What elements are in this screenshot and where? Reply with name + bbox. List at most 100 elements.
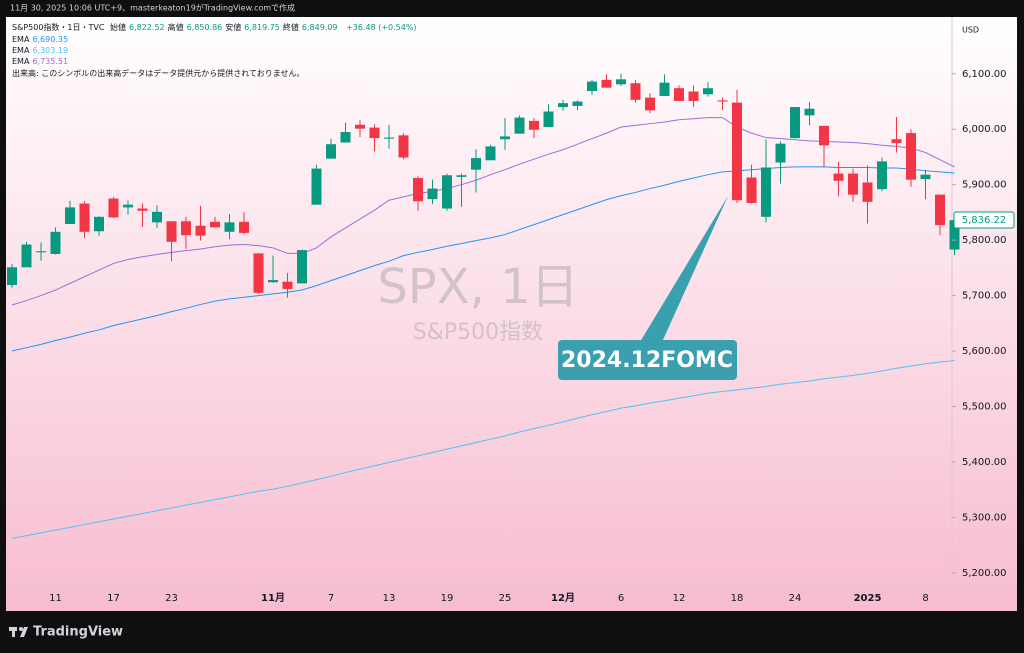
candle-body [819, 125, 829, 146]
candle-body [616, 79, 626, 85]
candle-body [282, 281, 293, 289]
ema-legend: EMA 6,690.35 EMA 6,303.19 EMA 6,735.51 [12, 34, 71, 67]
y-tick-label: 5,900.00 [962, 180, 1007, 191]
callout-box [558, 340, 737, 380]
candle-body [398, 135, 409, 158]
legend-value: 6,690.35 [32, 35, 69, 44]
candle-body [152, 211, 162, 223]
candle-body [239, 221, 249, 233]
candle-body [65, 207, 75, 225]
ema-legend-row: EMA 6,690.35 [12, 34, 71, 45]
candle-body [195, 225, 206, 236]
x-tick-label: 8 [922, 593, 928, 604]
y-tick-label: 6,100.00 [962, 69, 1007, 80]
candle-body [804, 108, 815, 116]
change: +36.48 (+0.54%) [346, 23, 417, 32]
candle-body [833, 173, 844, 181]
candle-body [210, 221, 220, 228]
candle-body [253, 253, 264, 293]
candle-body [674, 88, 684, 101]
candle-body [775, 143, 786, 163]
candle-body [500, 136, 510, 140]
candle-body [645, 97, 655, 111]
candle-body [413, 178, 423, 202]
candle-body [384, 137, 394, 139]
candle-body [790, 107, 800, 139]
candle-body [920, 174, 931, 180]
ema-line [11, 117, 955, 306]
candle-body [297, 250, 307, 284]
x-tick-label: 25 [499, 593, 512, 604]
x-tick-label: 2025 [854, 593, 882, 604]
ema-line [11, 359, 955, 539]
candle-body [36, 251, 46, 253]
candle-body [732, 102, 742, 201]
candle-body [558, 103, 568, 108]
candle-body [703, 88, 713, 95]
candle-body [587, 81, 597, 91]
ema-legend-row: EMA 6,303.19 [12, 45, 71, 56]
y-tick-label: 5,500.00 [962, 401, 1007, 412]
candle-body [630, 83, 641, 100]
candle-body [442, 175, 452, 209]
candle-body [123, 204, 133, 208]
candle-body [355, 124, 365, 129]
candle-body [877, 161, 887, 190]
ohlc-value: 6,850.86 [186, 23, 223, 32]
x-tick-label: 18 [731, 593, 744, 604]
candle-body [181, 221, 191, 236]
candle-body [50, 231, 61, 254]
x-tick-label: 19 [441, 593, 454, 604]
candle-body [311, 168, 322, 205]
candle-body [862, 182, 873, 202]
candle-body [848, 173, 858, 195]
candle-body [340, 132, 351, 143]
x-tick-label: 6 [618, 593, 624, 604]
last-price-label: 5,836.22 [962, 215, 1007, 226]
candle-body [906, 133, 916, 180]
candle-body [761, 167, 771, 217]
candle-body [326, 144, 336, 159]
callout-pointer [640, 196, 728, 342]
brand: TradingView [33, 625, 123, 640]
x-tick-label: 7 [328, 593, 334, 604]
currency: USD [962, 26, 979, 35]
x-tick-label: 13 [383, 593, 396, 604]
candle-body [137, 208, 148, 211]
x-tick-label: 24 [789, 593, 802, 604]
legend-name: EMA [12, 46, 30, 55]
brand-logo [9, 627, 28, 637]
y-tick-label: 5,700.00 [962, 291, 1007, 302]
ohlc-label: 安値 [225, 23, 242, 32]
ohlc-value: 6,822.52 [129, 23, 165, 32]
plot [7, 73, 960, 539]
candle-body [79, 203, 90, 232]
candle-body [94, 216, 104, 232]
y-tick-label: 5,600.00 [962, 346, 1007, 357]
ema-line [11, 166, 955, 352]
watermark-sub: S&P500指数 [413, 320, 543, 345]
candle-body [688, 91, 699, 101]
x-tick-label: 11月 [261, 592, 285, 604]
volume-note: 出来高: このシンボルの出来高データはデータ提供元から提供されておりません。 [12, 69, 305, 78]
watermark: SPX, 1日 [377, 259, 578, 315]
legend-value: 6,303.19 [32, 46, 69, 55]
y-tick-label: 6,000.00 [962, 124, 1007, 135]
y-tick-label: 5,400.00 [962, 457, 1007, 468]
candle-body [21, 244, 32, 268]
y-tick-label: 5,300.00 [962, 512, 1007, 523]
candle-body [529, 120, 539, 130]
ohlc-value: 6,819.75 [244, 23, 280, 32]
candle-body [717, 100, 728, 102]
candle-body [471, 158, 481, 170]
candle-body [949, 220, 960, 250]
legend-name: EMA [12, 35, 30, 44]
candle-body [659, 82, 670, 96]
credit: 11月 30, 2025 10:06 UTC+9、masterkeaton19が… [10, 3, 295, 13]
candle-body [369, 127, 380, 139]
ohlc-value: 6,849.09 [301, 23, 338, 32]
candle-body [7, 267, 17, 286]
chart-panel [6, 17, 1017, 611]
